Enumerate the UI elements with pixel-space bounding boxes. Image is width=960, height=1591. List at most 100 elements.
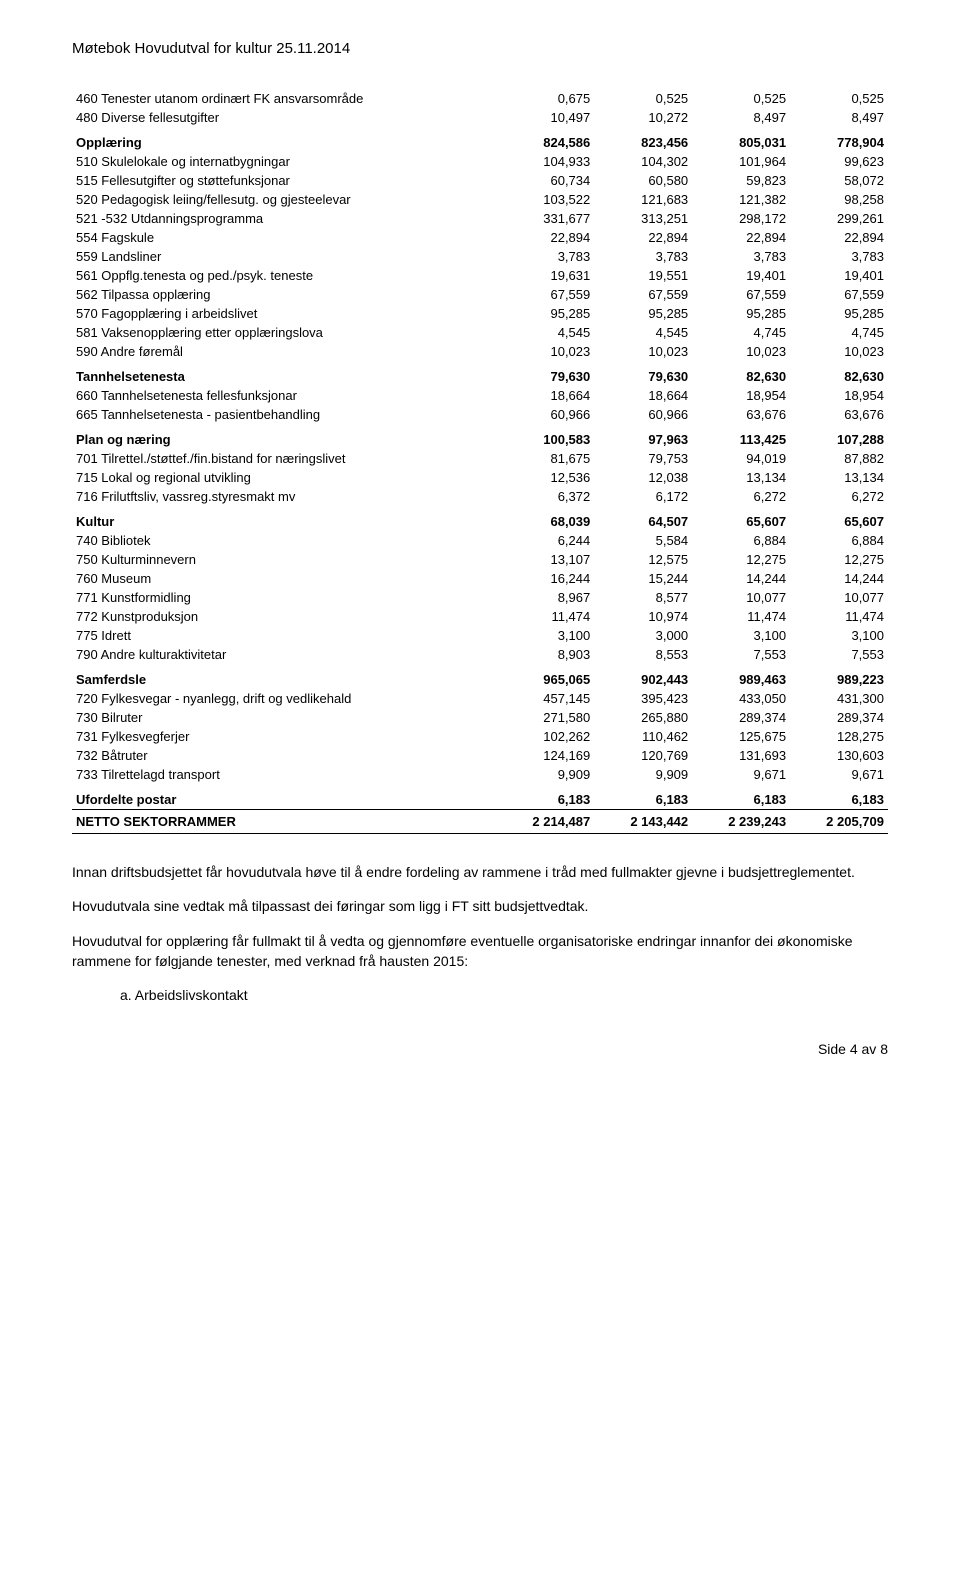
row-label: 562 Tilpassa opplæring <box>72 285 496 304</box>
table-row: 521 -532 Utdanningsprogramma331,677313,2… <box>72 209 888 228</box>
row-value: 18,954 <box>790 386 888 405</box>
row-value: 13,134 <box>692 468 790 487</box>
table-row: 590 Andre føremål10,02310,02310,02310,02… <box>72 342 888 361</box>
row-value: 82,630 <box>692 361 790 386</box>
row-value: 10,077 <box>790 588 888 607</box>
row-value: 6,884 <box>790 531 888 550</box>
row-label: 660 Tannhelsetenesta fellesfunksjonar <box>72 386 496 405</box>
row-value: 16,244 <box>496 569 594 588</box>
row-value: 778,904 <box>790 127 888 152</box>
budget-table: 460 Tenester utanom ordinært FK ansvarso… <box>72 89 888 834</box>
row-value: 0,675 <box>496 89 594 108</box>
row-value: 22,894 <box>692 228 790 247</box>
table-row: 570 Fagopplæring i arbeidslivet95,28595,… <box>72 304 888 323</box>
row-label: 720 Fylkesvegar - nyanlegg, drift og ved… <box>72 689 496 708</box>
row-label: Samferdsle <box>72 664 496 689</box>
row-value: 395,423 <box>594 689 692 708</box>
table-row: 730 Bilruter271,580265,880289,374289,374 <box>72 708 888 727</box>
row-label: Ufordelte postar <box>72 784 496 810</box>
row-value: 3,783 <box>692 247 790 266</box>
row-value: 3,100 <box>692 626 790 645</box>
row-label: 559 Landsliner <box>72 247 496 266</box>
row-value: 6,172 <box>594 487 692 506</box>
row-value: 95,285 <box>496 304 594 323</box>
table-row: 750 Kulturminnevern13,10712,57512,27512,… <box>72 550 888 569</box>
row-label: 772 Kunstproduksjon <box>72 607 496 626</box>
row-value: 6,183 <box>594 784 692 810</box>
row-value: 12,275 <box>790 550 888 569</box>
row-value: 63,676 <box>692 405 790 424</box>
table-row: 562 Tilpassa opplæring67,55967,55967,559… <box>72 285 888 304</box>
row-label: 521 -532 Utdanningsprogramma <box>72 209 496 228</box>
row-value: 3,000 <box>594 626 692 645</box>
row-value: 11,474 <box>790 607 888 626</box>
row-value: 22,894 <box>594 228 692 247</box>
row-value: 79,630 <box>496 361 594 386</box>
row-label: 460 Tenester utanom ordinært FK ansvarso… <box>72 89 496 108</box>
row-value: 60,966 <box>496 405 594 424</box>
table-row: 775 Idrett3,1003,0003,1003,100 <box>72 626 888 645</box>
row-label: 771 Kunstformidling <box>72 588 496 607</box>
total-row: NETTO SEKTORRAMMER2 214,4872 143,4422 23… <box>72 810 888 834</box>
row-value: 63,676 <box>790 405 888 424</box>
row-value: 97,963 <box>594 424 692 449</box>
row-value: 95,285 <box>790 304 888 323</box>
table-row: 581 Vaksenopplæring etter opplæringslova… <box>72 323 888 342</box>
row-value: 98,258 <box>790 190 888 209</box>
row-value: 3,783 <box>594 247 692 266</box>
table-row: 732 Båtruter124,169120,769131,693130,603 <box>72 746 888 765</box>
row-value: 121,683 <box>594 190 692 209</box>
row-value: 102,262 <box>496 727 594 746</box>
row-value: 95,285 <box>594 304 692 323</box>
row-value: 431,300 <box>790 689 888 708</box>
row-value: 8,497 <box>790 108 888 127</box>
table-row: 772 Kunstproduksjon11,47410,97411,47411,… <box>72 607 888 626</box>
row-value: 10,272 <box>594 108 692 127</box>
row-value: 19,631 <box>496 266 594 285</box>
row-value: 6,183 <box>692 784 790 810</box>
row-label: Kultur <box>72 506 496 531</box>
row-value: 2 214,487 <box>496 810 594 834</box>
row-label: 715 Lokal og regional utvikling <box>72 468 496 487</box>
row-value: 19,401 <box>790 266 888 285</box>
row-value: 12,575 <box>594 550 692 569</box>
row-label: 790 Andre kulturaktivitetar <box>72 645 496 664</box>
row-label: 480 Diverse fellesutgifter <box>72 108 496 127</box>
row-label: 510 Skulelokale og internatbygningar <box>72 152 496 171</box>
row-value: 15,244 <box>594 569 692 588</box>
row-label: 590 Andre føremål <box>72 342 496 361</box>
table-row: 760 Museum16,24415,24414,24414,244 <box>72 569 888 588</box>
row-value: 10,023 <box>692 342 790 361</box>
row-label: 732 Båtruter <box>72 746 496 765</box>
row-label: 701 Tilrettel./støttef./fin.bistand for … <box>72 449 496 468</box>
row-value: 3,783 <box>496 247 594 266</box>
row-label: NETTO SEKTORRAMMER <box>72 810 496 834</box>
row-value: 331,677 <box>496 209 594 228</box>
row-value: 6,884 <box>692 531 790 550</box>
row-value: 60,734 <box>496 171 594 190</box>
row-value: 7,553 <box>692 645 790 664</box>
row-label: 665 Tannhelsetenesta - pasientbehandling <box>72 405 496 424</box>
row-value: 0,525 <box>594 89 692 108</box>
row-value: 2 239,243 <box>692 810 790 834</box>
row-value: 8,553 <box>594 645 692 664</box>
row-value: 9,909 <box>496 765 594 784</box>
row-value: 433,050 <box>692 689 790 708</box>
row-value: 79,630 <box>594 361 692 386</box>
row-value: 87,882 <box>790 449 888 468</box>
row-value: 902,443 <box>594 664 692 689</box>
row-value: 265,880 <box>594 708 692 727</box>
row-label: 730 Bilruter <box>72 708 496 727</box>
row-value: 989,463 <box>692 664 790 689</box>
row-value: 60,580 <box>594 171 692 190</box>
row-value: 68,039 <box>496 506 594 531</box>
table-row: 715 Lokal og regional utvikling12,53612,… <box>72 468 888 487</box>
row-value: 18,954 <box>692 386 790 405</box>
table-row: 720 Fylkesvegar - nyanlegg, drift og ved… <box>72 689 888 708</box>
table-row: 665 Tannhelsetenesta - pasientbehandling… <box>72 405 888 424</box>
row-label: 775 Idrett <box>72 626 496 645</box>
row-value: 5,584 <box>594 531 692 550</box>
paragraph: Innan driftsbudsjettet får hovudutvala h… <box>72 862 888 882</box>
row-value: 128,275 <box>790 727 888 746</box>
row-value: 457,145 <box>496 689 594 708</box>
